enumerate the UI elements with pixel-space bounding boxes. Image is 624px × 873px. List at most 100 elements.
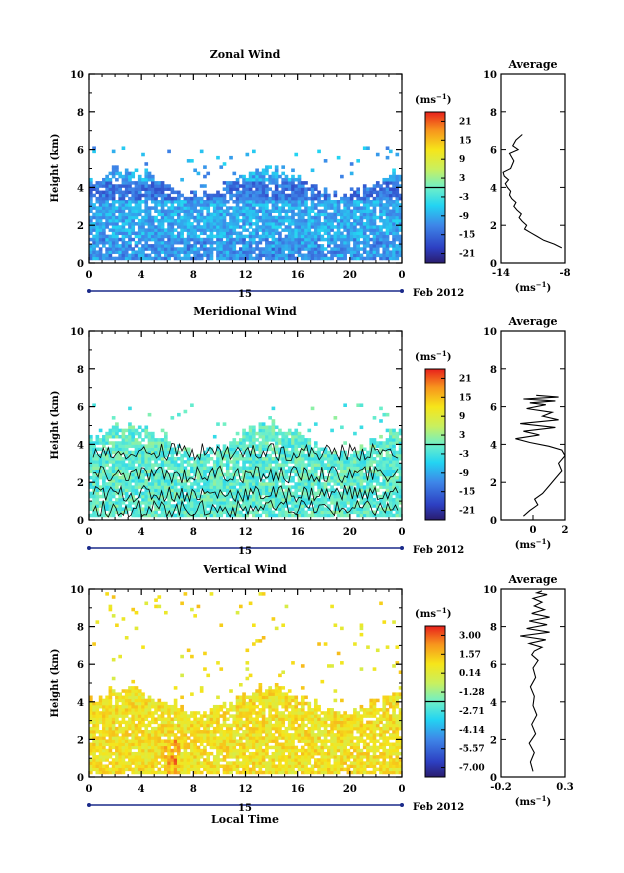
heatmap-cell <box>89 733 93 737</box>
heatmap-cell <box>115 748 119 753</box>
heatmap-cell <box>287 193 292 198</box>
heatmap-cell <box>388 177 393 182</box>
heatmap-cell <box>147 494 152 499</box>
heatmap-cell <box>98 193 103 198</box>
heatmap-cell <box>92 739 96 743</box>
heatmap-cell <box>134 745 139 750</box>
heatmap-cell <box>313 479 318 483</box>
heatmap-cell <box>124 469 129 474</box>
heatmap-cell <box>124 485 129 489</box>
heatmap-cell <box>225 240 230 245</box>
heatmap-cell <box>216 513 220 518</box>
heatmap-cell <box>291 240 295 245</box>
heatmap-cell <box>310 225 315 229</box>
heatmap-cell <box>235 513 240 518</box>
heatmap-cell <box>131 761 136 765</box>
heatmap-cell <box>336 510 341 515</box>
heatmap-cell <box>89 228 93 232</box>
heatmap-cell <box>346 212 351 217</box>
heatmap-cell <box>196 215 201 220</box>
heatmap-cell <box>258 250 263 254</box>
x-tick-label: 0 <box>399 527 406 538</box>
heatmap-cell <box>297 187 302 191</box>
heatmap-cell <box>102 450 106 455</box>
heatmap-cell <box>137 463 142 467</box>
heatmap-cell <box>92 240 96 245</box>
heatmap-cell <box>222 193 227 198</box>
heatmap-cell <box>271 469 276 474</box>
heatmap-cell <box>124 761 129 765</box>
heatmap-cell <box>89 730 93 734</box>
heatmap-cell <box>105 764 109 768</box>
heatmap-cell <box>330 475 334 480</box>
heatmap-cell <box>186 488 191 493</box>
heatmap-cell <box>307 196 312 201</box>
heatmap-cell <box>92 730 96 734</box>
heatmap-cell <box>216 479 220 483</box>
heatmap-cell <box>379 494 383 499</box>
heatmap-cell <box>274 165 279 169</box>
heatmap-cell <box>382 494 387 499</box>
heatmap-cell <box>369 479 374 483</box>
heatmap-cell <box>278 497 282 502</box>
heatmap-cell <box>144 488 149 493</box>
heatmap-cell <box>392 475 396 480</box>
heatmap-cell <box>160 479 165 483</box>
heatmap-cell <box>131 513 136 518</box>
heatmap-cell <box>271 419 276 423</box>
heatmap-cell <box>304 218 308 223</box>
heatmap-cell <box>242 222 246 226</box>
heatmap-cell <box>265 215 269 220</box>
heatmap-cell <box>229 256 233 261</box>
heatmap-cell <box>359 425 364 430</box>
heatmap-cell <box>261 460 266 464</box>
heatmap-cell <box>141 247 145 251</box>
heatmap-cell <box>271 475 276 480</box>
heatmap-cell <box>268 416 272 420</box>
heatmap-cell <box>134 234 139 239</box>
heatmap-cell <box>372 497 377 502</box>
heatmap-cell <box>121 174 126 179</box>
heatmap-cell <box>313 450 318 455</box>
heatmap-cell <box>255 212 259 217</box>
heatmap-cell <box>209 225 214 229</box>
heatmap-cell <box>115 244 119 248</box>
heatmap-cell <box>147 507 152 511</box>
heatmap-cell <box>203 510 207 515</box>
heatmap-cell <box>121 466 126 470</box>
heatmap-cell <box>323 159 328 163</box>
heatmap-cell <box>235 488 240 493</box>
heatmap-cell <box>313 240 318 245</box>
heatmap-cell <box>382 244 387 248</box>
heatmap-cell <box>128 701 132 706</box>
heatmap-cell <box>242 450 246 455</box>
heatmap-cell <box>284 494 289 499</box>
heatmap-cell <box>102 748 106 753</box>
heatmap-cell <box>238 250 243 254</box>
heatmap-cell <box>141 755 145 759</box>
heatmap-cell <box>238 444 243 448</box>
heatmap-cell <box>346 479 351 483</box>
heatmap-cell <box>225 488 230 493</box>
heatmap-cell <box>327 228 331 232</box>
heatmap-cell <box>395 497 400 502</box>
heatmap-cell <box>212 463 217 467</box>
heatmap-cell <box>160 466 165 470</box>
heatmap-cell <box>111 491 116 496</box>
heatmap-cell <box>222 488 227 493</box>
heatmap-cell <box>372 187 377 191</box>
heatmap-cell <box>203 453 207 458</box>
heatmap-cell <box>395 469 400 474</box>
heatmap-cell <box>141 497 145 502</box>
heatmap-cell <box>375 237 380 242</box>
heatmap-cell <box>111 447 116 452</box>
heatmap-cell <box>131 679 136 684</box>
heatmap-cell <box>89 453 93 458</box>
heatmap-cell <box>343 250 347 254</box>
heatmap-cell <box>388 196 393 201</box>
heatmap-cell <box>118 237 122 242</box>
heatmap-cell <box>89 767 93 772</box>
heatmap-cell <box>105 177 109 182</box>
heatmap-cell <box>144 736 149 740</box>
heatmap-cell <box>330 200 334 204</box>
